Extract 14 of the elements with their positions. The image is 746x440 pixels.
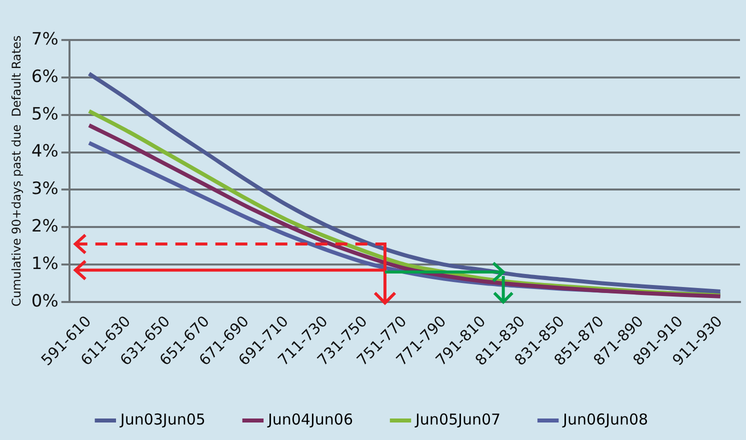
y-axis-title: Cumulative 90+days past due Default Rates <box>9 35 24 307</box>
legend-label: Jun06Jun08 <box>562 410 648 428</box>
legend-label: Jun05Jun07 <box>414 410 501 428</box>
y-tick-label: 4% <box>31 142 58 162</box>
y-tick-label: 0% <box>31 291 58 312</box>
y-tick-label: 6% <box>31 66 58 87</box>
line-series <box>87 72 722 294</box>
legend-label: Jun04Jun06 <box>266 410 354 428</box>
y-tick-label: 1% <box>31 254 58 274</box>
legend-label: Jun03Jun05 <box>119 410 206 428</box>
y-tick-label: 3% <box>31 179 58 200</box>
y-tick-label: 2% <box>31 216 58 237</box>
y-tick-label: 5% <box>31 104 58 124</box>
y-tick-label: 7% <box>31 29 58 50</box>
